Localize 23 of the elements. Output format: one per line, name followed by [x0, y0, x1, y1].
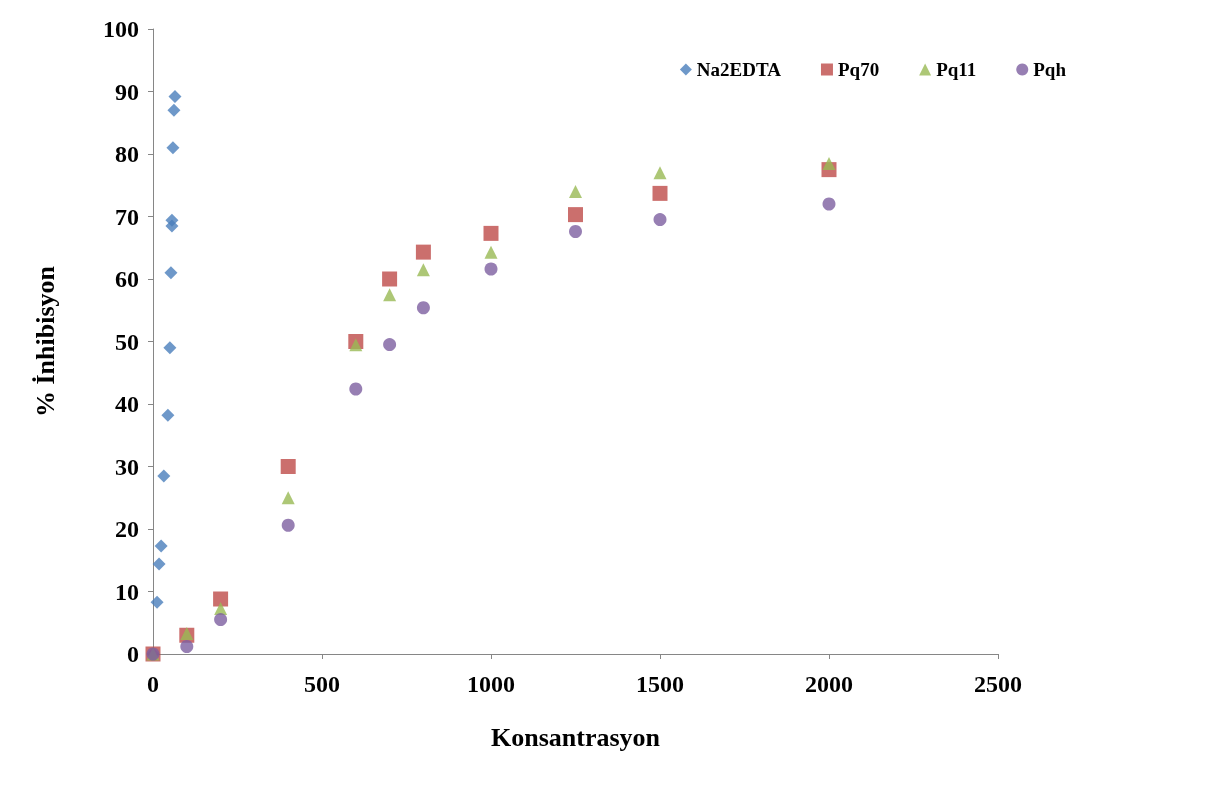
y-tick-label: 70: [115, 203, 139, 230]
x-tick-label: 1500: [636, 671, 684, 697]
x-axis-title: Konsantrasyon: [490, 722, 661, 752]
legend-label: Na2EDTA: [696, 59, 782, 80]
y-tick-label: 50: [115, 328, 139, 355]
y-axis-title: % İnhibisyon: [30, 265, 60, 418]
y-tick-label: 60: [115, 266, 139, 292]
y-tick-label: 20: [115, 516, 139, 542]
legend-label: Pq70: [837, 59, 880, 80]
y-tick-label: 0: [127, 641, 139, 667]
legend-label: Pq11: [936, 59, 977, 80]
legend-label: Pqh: [1033, 59, 1067, 80]
y-tick-label: 80: [115, 141, 139, 167]
y-tick-label: 30: [115, 453, 139, 480]
x-tick-label: 1000: [467, 671, 515, 697]
y-tick-label: 10: [115, 578, 139, 605]
y-tick-label: 40: [115, 391, 139, 417]
y-tick-label: 90: [115, 78, 139, 105]
x-tick-label: 2000: [805, 671, 853, 697]
y-tick-label: 100: [103, 16, 139, 42]
x-tick-label: 2500: [974, 671, 1022, 697]
x-tick-label: 0: [147, 671, 159, 697]
x-tick-label: 500: [304, 671, 340, 697]
